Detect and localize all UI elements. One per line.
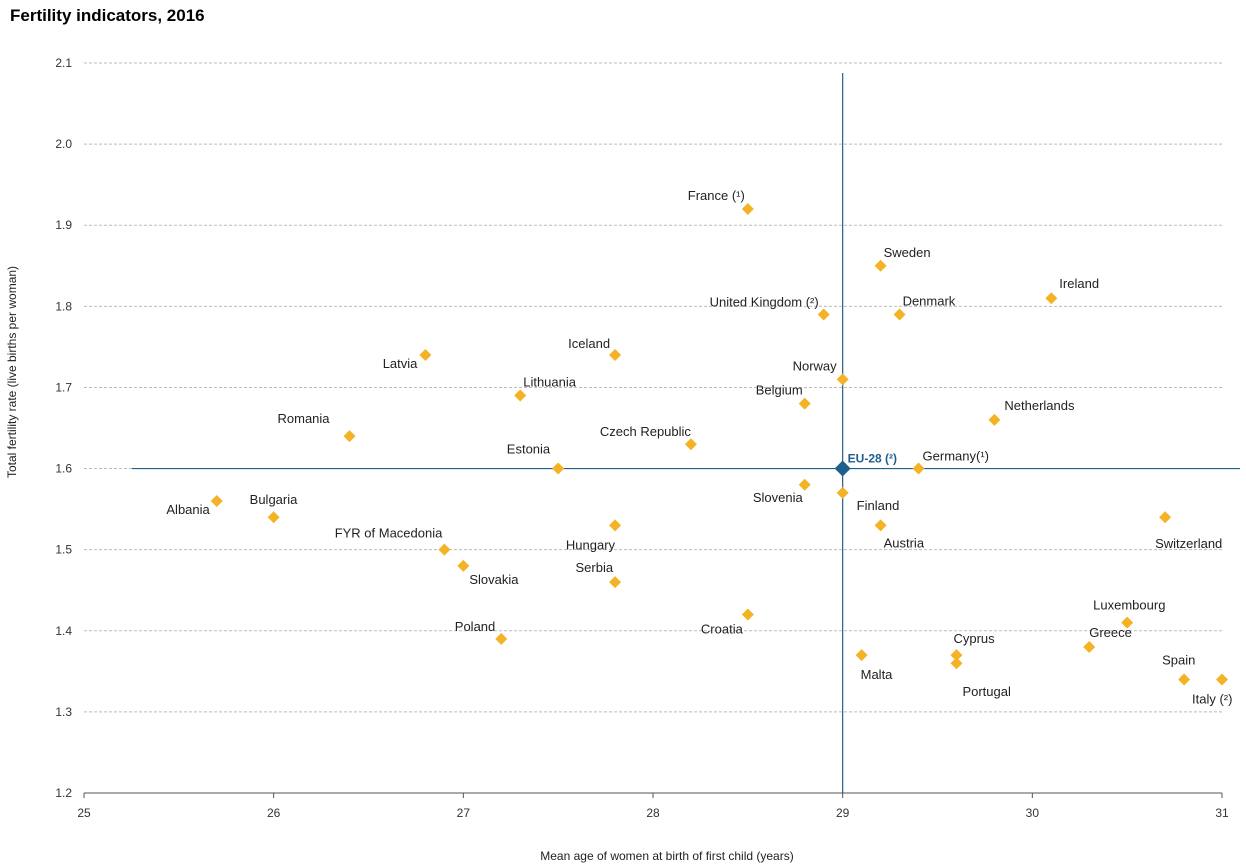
data-point-label: France (¹) <box>688 188 745 203</box>
reference-lines: EU-28 (²) <box>132 73 1240 793</box>
data-point-label: Bulgaria <box>250 492 298 507</box>
data-point <box>836 486 849 499</box>
x-tick-label: 27 <box>457 806 471 820</box>
x-tick-label: 26 <box>267 806 281 820</box>
data-point-label: Latvia <box>383 356 418 371</box>
data-point <box>267 511 280 524</box>
data-point-label: United Kingdom (²) <box>710 294 819 309</box>
y-axis-label: Total fertility rate (live births per wo… <box>5 266 19 478</box>
data-point <box>874 259 887 272</box>
y-tick-label: 2.1 <box>55 56 72 70</box>
data-point <box>912 462 925 475</box>
data-point <box>1159 511 1172 524</box>
data-point <box>609 519 622 532</box>
y-tick-label: 1.7 <box>55 380 72 394</box>
data-point-label: Lithuania <box>523 375 577 390</box>
data-point <box>893 308 906 321</box>
data-point <box>343 430 356 443</box>
data-point <box>457 559 470 572</box>
data-points <box>210 203 1228 686</box>
data-point <box>741 203 754 215</box>
data-point <box>798 478 811 491</box>
data-point-label: Luxembourg <box>1093 598 1165 613</box>
data-point <box>210 495 223 507</box>
x-tick-label: 29 <box>836 806 850 820</box>
data-point <box>609 349 622 361</box>
data-point-label: Norway <box>793 358 838 373</box>
tick-labels: 1.2 1.3 1.4 1.5 1.6 1.7 1.8 1.9 2.0 2.1 25 26 27 28 29… <box>55 56 1229 820</box>
data-point <box>609 576 622 589</box>
reference-label: EU-28 (²) <box>848 452 897 466</box>
data-point-label: Netherlands <box>1004 398 1075 413</box>
data-point <box>552 462 565 475</box>
y-tick-label: 1.8 <box>55 299 72 313</box>
data-point <box>514 389 527 402</box>
y-tick-label: 1.2 <box>55 786 72 800</box>
data-point-label: Estonia <box>507 442 551 457</box>
data-point-label: Portugal <box>962 684 1011 699</box>
data-point <box>438 543 451 556</box>
y-tick-label: 1.6 <box>55 462 72 476</box>
data-point-label: Iceland <box>568 336 610 351</box>
x-tick-label: 25 <box>77 806 91 820</box>
y-tick-label: 2.0 <box>55 137 72 151</box>
data-point <box>817 308 830 321</box>
data-point <box>988 413 1001 426</box>
data-point-label: Belgium <box>756 383 803 398</box>
data-point <box>950 657 963 670</box>
y-tick-label: 1.9 <box>55 218 72 232</box>
data-point-label: Croatia <box>701 622 744 637</box>
data-point <box>836 373 849 386</box>
data-point <box>1045 292 1058 305</box>
data-point-label: Cyprus <box>953 631 995 646</box>
data-point-label: Slovenia <box>753 490 804 505</box>
chart-title: Fertility indicators, 2016 <box>10 6 205 25</box>
data-point-label: FYR of Macedonia <box>335 526 443 541</box>
data-point-label: Germany(¹) <box>923 449 989 464</box>
data-point <box>1216 673 1228 686</box>
reference-point <box>834 460 851 477</box>
data-point-label: Czech Republic <box>600 424 692 439</box>
data-point-label: Austria <box>884 535 925 550</box>
x-tick-label: 31 <box>1215 806 1229 820</box>
data-point-label: Denmark <box>903 293 956 308</box>
x-axis-label: Mean age of women at birth of first chil… <box>540 849 793 863</box>
y-tick-label: 1.4 <box>55 624 72 638</box>
data-point-label: Ireland <box>1059 276 1099 291</box>
data-point-label: Greece <box>1089 625 1132 640</box>
data-point-label: Poland <box>455 619 495 634</box>
data-point-label: Spain <box>1162 652 1195 667</box>
data-point-label: Italy (²) <box>1192 691 1232 706</box>
data-point <box>798 397 811 410</box>
data-point <box>874 519 887 532</box>
data-point-label: Serbia <box>575 560 613 575</box>
data-point-label: Romania <box>278 411 331 426</box>
data-point <box>1178 673 1191 686</box>
data-point-label: Hungary <box>566 537 616 552</box>
data-point <box>1083 641 1096 653</box>
data-point-label: Malta <box>861 667 894 682</box>
data-point-label: Sweden <box>884 245 931 260</box>
data-point <box>1121 616 1134 629</box>
data-point <box>684 438 697 451</box>
data-point <box>419 349 432 361</box>
data-point-label: Albania <box>166 502 210 517</box>
y-tick-label: 1.3 <box>55 705 72 719</box>
data-point <box>855 649 868 662</box>
data-point-label: Slovakia <box>469 572 519 587</box>
data-point-label: Finland <box>857 498 900 513</box>
point-labels: France (¹) Sweden Ireland United Kingdom (²… <box>166 188 1232 706</box>
y-tick-label: 1.5 <box>55 543 72 557</box>
data-point <box>741 608 754 621</box>
x-tick-label: 28 <box>646 806 660 820</box>
data-point <box>950 649 963 662</box>
data-point <box>495 632 508 645</box>
x-tick-label: 30 <box>1026 806 1040 820</box>
data-point-label: Switzerland <box>1155 536 1222 551</box>
